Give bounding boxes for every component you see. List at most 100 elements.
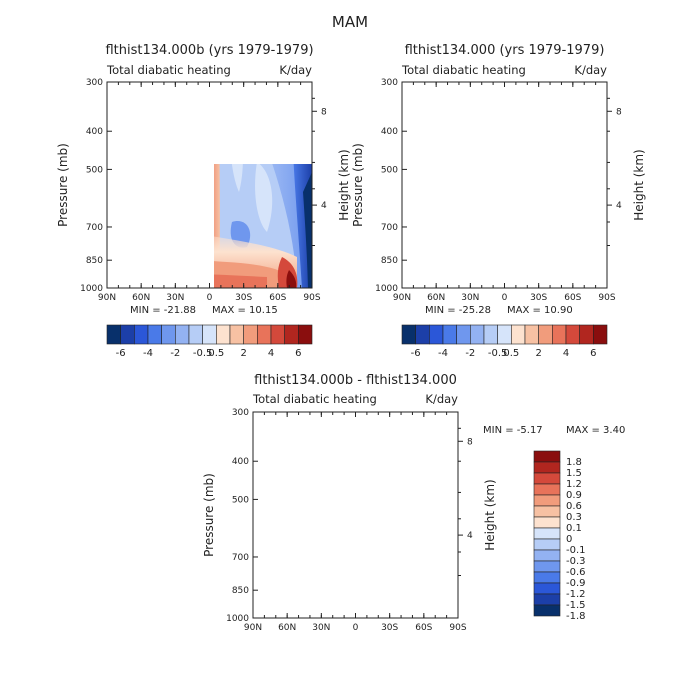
colorbar-label: 4: [563, 348, 569, 359]
colorbar-label: 1.2: [566, 479, 582, 490]
y-tick-label: 400: [86, 127, 103, 137]
colorbar-swatch: [524, 324, 539, 345]
panel-difference: flthist134.000b - flthist134.000 Total di…: [202, 373, 625, 633]
y-tick-label: 500: [381, 165, 398, 175]
y-axis-right-label: Height (km): [337, 149, 351, 220]
y-right-tick-label: 4: [616, 201, 622, 211]
x-tick-label: 60S: [415, 623, 432, 633]
y-tick-label: 1000: [80, 284, 103, 294]
panel-subtitle-right: K/day: [574, 63, 607, 77]
panel-subtitle-right: K/day: [425, 392, 458, 406]
colorbar-swatch: [533, 461, 561, 474]
panel-control-b: flthist134.000b (yrs 1979-1979) Total dia…: [56, 43, 351, 359]
contour-field: [402, 82, 607, 288]
panel-title: flthist134.000 (yrs 1979-1979): [405, 43, 605, 58]
max-label: MAX = 3.40: [566, 425, 625, 436]
colorbar-swatch: [175, 324, 190, 345]
colorbar-swatch: [134, 324, 149, 345]
colorbar-label: -6: [411, 348, 421, 359]
colorbar-swatch: [533, 527, 561, 540]
colorbar-label: 6: [590, 348, 596, 359]
colorbar-swatch: [243, 324, 258, 345]
colorbar-swatch: [284, 324, 299, 345]
colorbar-label: 4: [268, 348, 274, 359]
y-tick-label: 500: [232, 495, 249, 505]
y-tick-label: 700: [86, 223, 103, 233]
colorbar-swatch: [533, 549, 561, 562]
colorbar-label: -0.6: [566, 567, 586, 578]
colorbar-label: -6: [116, 348, 126, 359]
panel-title: flthist134.000b - flthist134.000: [254, 373, 457, 388]
colorbar-label: -0.9: [566, 578, 586, 589]
colorbar-swatch: [511, 324, 526, 345]
colorbar-swatch: [565, 324, 580, 345]
panel-subtitle-left: Total diabatic heating: [106, 63, 231, 77]
y-tick-label: 850: [86, 256, 103, 266]
colorbar-label: -4: [143, 348, 153, 359]
colorbar-swatch: [120, 324, 135, 345]
colorbar-label: -2: [170, 348, 180, 359]
colorbar-swatch: [533, 582, 561, 595]
colorbar-label: -1.2: [566, 589, 586, 600]
colorbar-label: -1.5: [566, 600, 586, 611]
x-tick-label: 90N: [393, 293, 411, 303]
x-tick-label: 0: [502, 293, 508, 303]
colorbar-swatch: [538, 324, 553, 345]
colorbar-swatch: [552, 324, 567, 345]
x-tick-label: 30N: [312, 623, 330, 633]
colorbar-label: -0.3: [566, 556, 586, 567]
y-axis-right-label: Height (km): [483, 479, 497, 550]
colorbar-label: 2: [240, 348, 246, 359]
plot-frame: [401, 81, 608, 289]
x-tick-label: 30N: [461, 293, 479, 303]
y-tick-label: 1000: [375, 284, 398, 294]
y-right-tick-label: 4: [321, 201, 327, 211]
x-tick-label: 90N: [98, 293, 116, 303]
colorbar-swatch: [147, 324, 162, 345]
colorbar-swatch: [298, 324, 313, 345]
colorbar-swatch: [188, 324, 203, 345]
colorbar-swatch: [593, 324, 608, 345]
colorbar-swatch: [229, 324, 244, 345]
x-tick-label: 30S: [381, 623, 398, 633]
colorbar-swatch: [533, 538, 561, 551]
colorbar-swatch: [497, 324, 512, 345]
x-tick-label: 60S: [564, 293, 581, 303]
colorbar-swatch: [533, 516, 561, 529]
colorbar-swatch: [533, 494, 561, 507]
panel-title: flthist134.000b (yrs 1979-1979): [105, 43, 313, 58]
colorbar-label: 0.5: [503, 348, 519, 359]
x-tick-label: 60N: [278, 623, 296, 633]
colorbar-swatch: [429, 324, 444, 345]
y-axis-label: Pressure (mb): [56, 143, 70, 227]
colorbar-label: 0.6: [566, 501, 582, 512]
colorbar-label: -4: [438, 348, 448, 359]
colorbar-swatch: [442, 324, 457, 345]
max-label: MAX = 10.90: [507, 305, 573, 316]
panel-subtitle-left: Total diabatic heating: [252, 392, 377, 406]
colorbar-swatch: [533, 571, 561, 584]
y-tick-label: 700: [381, 223, 398, 233]
colorbar-swatch: [161, 324, 176, 345]
colorbar-label: 1.5: [566, 468, 582, 479]
y-tick-label: 300: [232, 408, 249, 418]
colorbar-label: 1.8: [566, 457, 582, 468]
colorbar-swatch: [415, 324, 430, 345]
x-tick-label: 30N: [166, 293, 184, 303]
colorbar-swatch: [533, 593, 561, 606]
y-tick-label: 700: [232, 553, 249, 563]
colorbar-swatch: [257, 324, 272, 345]
colorbar-swatch: [106, 324, 121, 345]
y-tick-label: 500: [86, 165, 103, 175]
colorbar-swatch: [533, 472, 561, 485]
colorbar-swatch: [483, 324, 498, 345]
x-tick-label: 90S: [598, 293, 615, 303]
colorbar-swatch: [401, 324, 416, 345]
colorbar-label: 0.3: [566, 512, 582, 523]
y-right-tick-label: 8: [467, 437, 473, 447]
y-right-tick-label: 4: [467, 531, 473, 541]
colorbar-label: 6: [295, 348, 301, 359]
x-tick-label: 60S: [269, 293, 286, 303]
colorbar-swatch: [202, 324, 217, 345]
